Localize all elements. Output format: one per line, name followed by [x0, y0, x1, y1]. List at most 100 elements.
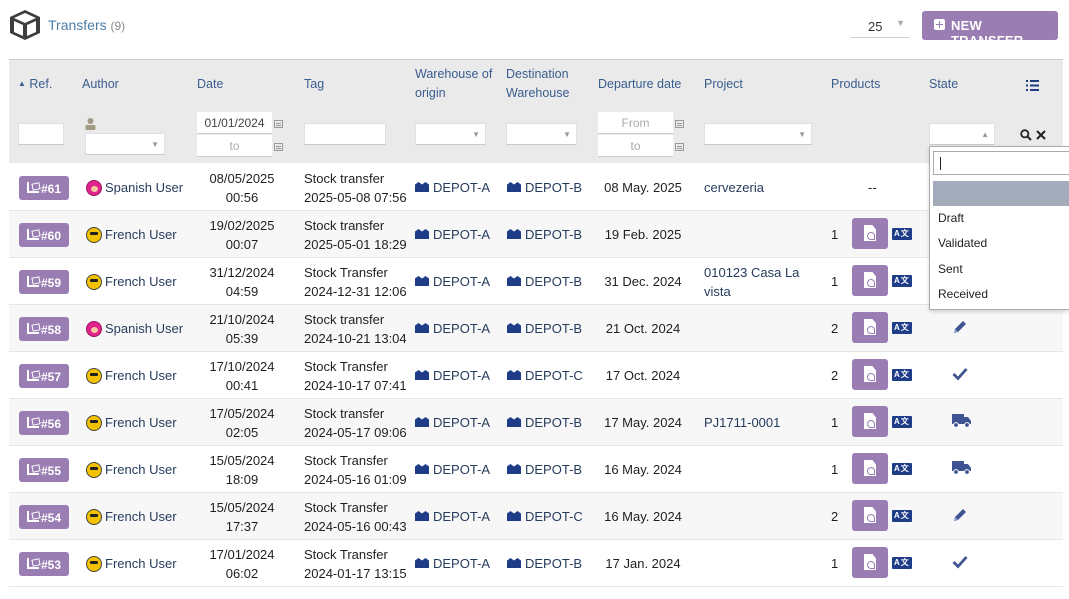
ref-button[interactable]: #56	[19, 411, 69, 435]
column-tag[interactable]: Tag	[304, 77, 325, 91]
translate-icon[interactable]: A文	[892, 228, 912, 240]
origin-link[interactable]: DEPOT-A	[433, 321, 491, 336]
state-option-empty[interactable]	[933, 181, 1069, 206]
author-link[interactable]: Spanish User	[105, 180, 184, 195]
project-link[interactable]: PJ1711-0001	[704, 415, 781, 430]
origin-link[interactable]: DEPOT-A	[433, 415, 491, 430]
translate-icon[interactable]: A文	[892, 416, 912, 428]
page-size-select[interactable]: 25 ▼	[851, 14, 909, 38]
author-link[interactable]: Spanish User	[105, 321, 184, 336]
table-row[interactable]: #58 Spanish User 21/10/2024 05:39 Stock tran…	[9, 305, 1063, 352]
column-products[interactable]: Products	[831, 77, 881, 91]
origin-link[interactable]: DEPOT-A	[433, 227, 491, 242]
destination-link[interactable]: DEPOT-B	[525, 462, 583, 477]
column-state[interactable]: State	[929, 77, 959, 91]
table-row[interactable]: #53 French User 17/01/2024 06:02 Stock Trans…	[9, 540, 1063, 587]
author-link[interactable]: French User	[105, 368, 177, 383]
column-departure[interactable]: Departure date	[598, 77, 682, 91]
table-row[interactable]: #57 French User 17/10/2024 00:41 Stock Trans…	[9, 352, 1063, 399]
column-origin[interactable]: Warehouse of origin	[415, 65, 492, 103]
author-link[interactable]: French User	[105, 509, 177, 524]
ref-button[interactable]: #54	[19, 505, 69, 529]
pdf-button[interactable]	[852, 453, 888, 484]
state-option-sent[interactable]: Sent	[938, 262, 963, 276]
new-transfer-button[interactable]: NEW TRANSFER	[922, 11, 1058, 48]
date-to-input[interactable]: to	[197, 135, 272, 157]
destination-link[interactable]: DEPOT-B	[525, 556, 583, 571]
origin-link[interactable]: DEPOT-A	[433, 180, 491, 195]
column-ref[interactable]: ▲ Ref.	[18, 75, 52, 95]
table-row[interactable]: #55 French User 15/05/2024 18:09 Stock Trans…	[9, 446, 1063, 493]
table-row[interactable]: #54 French User 15/05/2024 17:37 Stock Trans…	[9, 493, 1063, 540]
state-filter-select[interactable]: ▲	[929, 123, 995, 145]
destination-link[interactable]: DEPOT-C	[525, 368, 583, 383]
origin-filter-select[interactable]: ▼	[415, 123, 486, 145]
destination-link[interactable]: DEPOT-B	[525, 321, 583, 336]
close-icon[interactable]	[1036, 130, 1046, 140]
author-link[interactable]: French User	[105, 227, 177, 242]
project-link-line2[interactable]: vista	[704, 284, 731, 299]
search-icon[interactable]	[1020, 129, 1032, 141]
destination-link[interactable]: DEPOT-B	[525, 227, 583, 242]
destination-link[interactable]: DEPOT-B	[525, 274, 583, 289]
list-columns-icon[interactable]	[1026, 80, 1039, 91]
origin-link[interactable]: DEPOT-A	[433, 368, 491, 383]
origin-link[interactable]: DEPOT-A	[433, 556, 491, 571]
ref-filter-input[interactable]	[18, 123, 64, 145]
pdf-button[interactable]	[852, 265, 888, 296]
table-row[interactable]: #56 French User 17/05/2024 02:05 Stock trans…	[9, 399, 1063, 446]
column-destination[interactable]: Destination Warehouse	[506, 65, 569, 103]
pdf-button[interactable]	[852, 359, 888, 390]
translate-icon[interactable]: A文	[892, 510, 912, 522]
ref-button[interactable]: #55	[19, 458, 69, 482]
date-from-input[interactable]: 01/01/2024	[197, 112, 272, 134]
translate-icon[interactable]: A文	[892, 557, 912, 569]
pdf-button[interactable]	[852, 312, 888, 343]
destination-filter-select[interactable]: ▼	[506, 123, 577, 145]
table-row[interactable]: #61 Spanish User 08/05/2025 00:56 Stock tran…	[9, 164, 1063, 211]
author-filter-select[interactable]: ▼	[85, 133, 165, 155]
translate-icon[interactable]: A文	[892, 275, 912, 287]
pdf-button[interactable]	[852, 500, 888, 531]
calendar-icon[interactable]	[274, 120, 283, 128]
author-link[interactable]: French User	[105, 462, 177, 477]
calendar-icon[interactable]	[675, 143, 684, 151]
destination-link[interactable]: DEPOT-B	[525, 415, 583, 430]
origin-link[interactable]: DEPOT-A	[433, 274, 491, 289]
origin-link[interactable]: DEPOT-A	[433, 509, 491, 524]
ref-button[interactable]: #60	[19, 223, 69, 247]
destination-link[interactable]: DEPOT-C	[525, 509, 583, 524]
departure-from-input[interactable]: From	[598, 112, 673, 134]
translate-icon[interactable]: A文	[892, 463, 912, 475]
ref-button[interactable]: #57	[19, 364, 69, 388]
state-option-validated[interactable]: Validated	[938, 236, 988, 250]
project-filter-select[interactable]: ▼	[704, 123, 812, 145]
departure-to-input[interactable]: to	[598, 135, 673, 157]
ref-button[interactable]: #61	[19, 176, 69, 200]
pdf-button[interactable]	[852, 547, 888, 578]
ref-button[interactable]: #59	[19, 270, 69, 294]
table-row[interactable]: #60 French User 19/02/2025 00:07 Stock trans…	[9, 211, 1063, 258]
column-author[interactable]: Author	[82, 77, 119, 91]
author-link[interactable]: French User	[105, 556, 177, 571]
author-link[interactable]: French User	[105, 415, 177, 430]
ref-button[interactable]: #58	[19, 317, 69, 341]
translate-icon[interactable]: A文	[892, 322, 912, 334]
origin-link[interactable]: DEPOT-A	[433, 462, 491, 477]
table-row[interactable]: #59 French User 31/12/2024 04:59 Stock Trans…	[9, 258, 1063, 305]
calendar-icon[interactable]	[675, 120, 684, 128]
state-option-received[interactable]: Received	[938, 287, 989, 301]
ref-button[interactable]: #53	[19, 552, 69, 576]
column-project[interactable]: Project	[704, 77, 743, 91]
pdf-button[interactable]	[852, 406, 888, 437]
state-option-draft[interactable]: Draft	[938, 211, 965, 225]
column-date[interactable]: Date	[197, 77, 224, 91]
translate-icon[interactable]: A文	[892, 369, 912, 381]
tag-filter-input[interactable]	[304, 123, 386, 145]
author-link[interactable]: French User	[105, 274, 177, 289]
pdf-button[interactable]	[852, 218, 888, 249]
project-link[interactable]: 010123 Casa La	[704, 265, 800, 280]
state-dropdown-search[interactable]	[933, 151, 1069, 175]
project-link[interactable]: cervezeria	[704, 180, 764, 195]
destination-link[interactable]: DEPOT-B	[525, 180, 583, 195]
